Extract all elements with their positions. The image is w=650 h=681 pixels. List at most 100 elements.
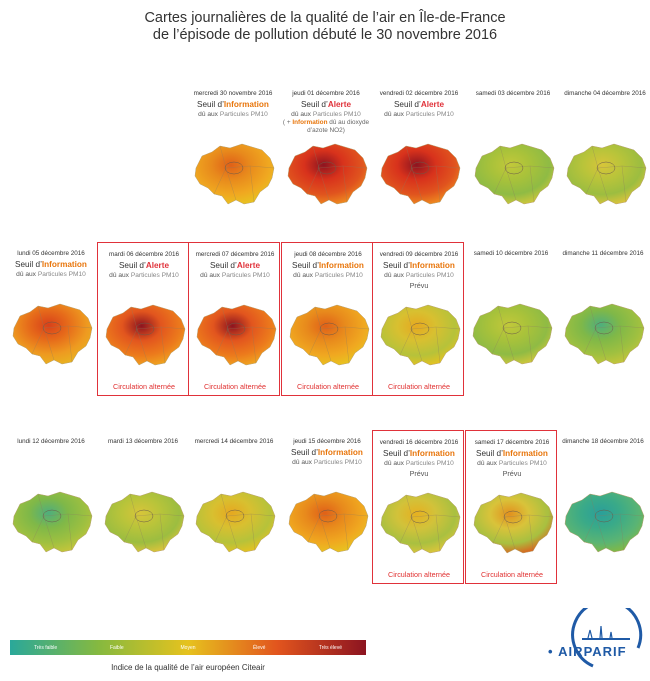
- day-cell: mercredi 14 décembre 2016: [188, 436, 280, 586]
- logo-dash: •: [548, 644, 559, 659]
- threshold-level: Alerte: [327, 100, 352, 109]
- air-quality-map: [196, 304, 277, 366]
- forecast-label: Prévu: [409, 281, 429, 290]
- cause-pollutant: Particules PM10: [130, 272, 179, 279]
- air-quality-map: [564, 491, 645, 553]
- day-date: mardi 13 décembre 2016: [107, 438, 178, 445]
- day-cell: samedi 10 décembre 2016: [465, 248, 557, 398]
- day-cell: mardi 13 décembre 2016: [97, 436, 189, 586]
- department-border: [411, 516, 423, 550]
- title-line-2: de l’épisode de pollution débuté le 30 n…: [152, 27, 498, 43]
- threshold-level: Information: [318, 261, 364, 270]
- cause-prefix: dû aux: [293, 272, 315, 279]
- day-cell: vendredi 09 décembre 2016 Seuil d’Informa…: [372, 242, 464, 396]
- department-border: [43, 515, 55, 549]
- day-cell: jeudi 08 décembre 2016 Seuil d’Informatio…: [281, 242, 373, 396]
- cause-pollutant: Particules PM10: [314, 272, 363, 279]
- paris-ring: [135, 322, 155, 336]
- department-border: [435, 514, 441, 552]
- legend-item: Moyen: [180, 644, 196, 651]
- department-border: [136, 328, 148, 362]
- threshold-prefix: Seuil d’: [393, 100, 421, 109]
- department-border: [159, 513, 165, 551]
- logo-part-air: AIR: [558, 644, 584, 659]
- air-quality-map: [380, 304, 461, 366]
- day-cell: vendredi 16 décembre 2016 Seuil d’Informa…: [372, 430, 464, 584]
- threshold-prefix: Seuil d’: [197, 100, 224, 109]
- paris-ring: [42, 321, 62, 335]
- paris-ring: [410, 322, 430, 336]
- threshold-prefix: Seuil d’: [292, 261, 319, 270]
- department-border: [227, 328, 239, 362]
- paris-ring: [502, 321, 522, 335]
- threshold-label: Seuil d’Alerte: [98, 261, 190, 270]
- air-quality-map: [380, 143, 461, 205]
- air-quality-map: [288, 491, 369, 553]
- day-date: mercredi 14 décembre 2016: [194, 438, 274, 445]
- day-date: dimanche 18 décembre 2016: [562, 438, 644, 445]
- department-border: [43, 327, 55, 361]
- air-quality-map: [194, 143, 275, 205]
- threshold-label: Seuil d’Alerte: [280, 100, 372, 109]
- cause-pollutant: Particules PM10: [498, 460, 547, 467]
- paris-ring: [596, 161, 616, 175]
- air-quality-map: [474, 143, 555, 205]
- threshold-prefix: Seuil d’: [383, 449, 410, 458]
- cause-pollutant: Particules PM10: [37, 271, 86, 278]
- pollutant-cause: dû aux Particules PM10: [282, 272, 374, 280]
- cause-pollutant: Particules PM10: [219, 111, 268, 118]
- day-date: samedi 03 décembre 2016: [475, 90, 551, 97]
- day-date: lundi 05 décembre 2016: [17, 250, 85, 257]
- cause-prefix: dû aux: [384, 111, 406, 118]
- department-border: [411, 328, 423, 362]
- department-border: [619, 513, 625, 551]
- threshold-prefix: Seuil d’: [300, 100, 328, 109]
- day-date: mercredi 30 novembre 2016: [193, 90, 273, 97]
- department-border: [595, 515, 607, 549]
- day-cell: mercredi 30 novembre 2016 Seuil d’Informa…: [187, 88, 279, 238]
- legend-item: Élevé: [252, 644, 266, 651]
- extra-note-close: dû au dioxyde d’azote NO2): [307, 119, 370, 134]
- legend-item: Très élevé: [318, 644, 342, 651]
- alternate-traffic-label: Circulation alternée: [204, 382, 266, 391]
- pollutant-cause: dû aux Particules PM10: [5, 271, 97, 279]
- department-border: [529, 165, 535, 203]
- pollutant-cause: dû aux Particules PM10: [466, 460, 558, 468]
- threshold-level: Information: [502, 449, 548, 458]
- cause-pollutant: Particules PM10: [313, 459, 362, 466]
- forecast-label: Prévu: [409, 469, 429, 478]
- threshold-label: Seuil d’Information: [5, 260, 97, 269]
- alternate-traffic-label: Circulation alternée: [388, 570, 450, 579]
- threshold-prefix: Seuil d’: [209, 261, 237, 270]
- pollutant-cause: dû aux Particules PM10: [187, 111, 279, 119]
- cause-prefix: dû aux: [16, 271, 38, 278]
- pollutant-cause: dû aux Particules PM10: [189, 272, 281, 280]
- threshold-label: Seuil d’Alerte: [373, 100, 465, 109]
- paris-ring: [226, 322, 246, 336]
- cause-pollutant: Particules PM10: [405, 272, 454, 279]
- alternate-traffic-label: Circulation alternée: [388, 382, 450, 391]
- threshold-level: Information: [223, 100, 269, 109]
- paris-ring: [317, 161, 337, 175]
- threshold-level: Information: [409, 261, 455, 270]
- air-quality-map: [472, 303, 553, 365]
- pollutant-cause: dû aux Particules PM10: [98, 272, 190, 280]
- department-border: [619, 325, 625, 363]
- logo-part-parif: PARIF: [583, 644, 627, 659]
- paris-ring: [42, 509, 62, 523]
- pollutant-cause: dû aux Particules PM10: [281, 459, 373, 467]
- day-date: dimanche 11 décembre 2016: [562, 250, 644, 257]
- legend-item: Très faible: [34, 644, 58, 651]
- day-date: jeudi 01 décembre 2016: [292, 90, 360, 97]
- department-border: [160, 326, 166, 364]
- department-border: [435, 165, 441, 203]
- extra-note-open: ( +: [282, 119, 293, 126]
- day-date: lundi 12 décembre 2016: [17, 438, 85, 445]
- air-quality-map: [289, 304, 370, 366]
- department-border: [67, 513, 73, 551]
- department-border: [320, 328, 332, 362]
- legend-item: Faible: [109, 644, 124, 651]
- alternate-traffic-label: Circulation alternée: [297, 382, 359, 391]
- threshold-label: Seuil d’Information: [282, 261, 374, 270]
- air-quality-map: [12, 491, 93, 553]
